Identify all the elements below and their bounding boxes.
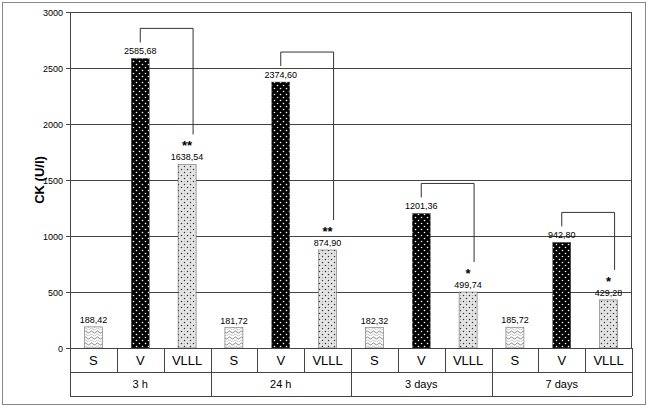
tick-mark xyxy=(66,236,70,237)
figure-frame xyxy=(3,3,646,405)
data-label: 429,28 xyxy=(595,288,623,298)
category-label: 3 days xyxy=(405,378,438,390)
bar xyxy=(600,300,618,348)
table-line xyxy=(304,348,305,372)
category-label: 7 days xyxy=(546,378,579,390)
series-label: S xyxy=(230,353,239,368)
tick-mark xyxy=(66,12,70,13)
chart: 050010001500200025003000CK (U/l)188,4218… xyxy=(0,0,648,410)
tick-label: 0 xyxy=(58,344,63,354)
table-line xyxy=(164,348,165,372)
series-label: S xyxy=(511,353,520,368)
table-line xyxy=(70,348,71,396)
bar xyxy=(131,58,149,348)
significance-mark: ** xyxy=(182,138,193,153)
series-label: V xyxy=(417,353,426,368)
tick-label: 1000 xyxy=(43,232,63,242)
bar xyxy=(272,82,290,348)
tick-label: 3000 xyxy=(43,8,63,18)
data-label: 181,72 xyxy=(220,316,248,326)
significance-bracket xyxy=(562,212,615,270)
table-line xyxy=(398,348,399,372)
tick-mark xyxy=(66,68,70,69)
bars xyxy=(84,58,617,348)
grid-line xyxy=(70,124,632,125)
tick-mark xyxy=(66,180,70,181)
tick-mark xyxy=(66,124,70,125)
plot-frame xyxy=(71,13,632,349)
data-label: 2374,60 xyxy=(264,70,297,80)
bar xyxy=(84,327,102,348)
category-label: 24 h xyxy=(270,378,291,390)
table-line xyxy=(538,348,539,372)
significance-mark: * xyxy=(606,274,612,289)
series-label: S xyxy=(89,353,98,368)
series-label: V xyxy=(557,353,566,368)
significance-bracket xyxy=(281,52,334,220)
tick-mark xyxy=(66,348,70,349)
data-label: 1201,36 xyxy=(405,201,438,211)
grid-line xyxy=(70,292,632,293)
series-label: V xyxy=(136,353,145,368)
bar xyxy=(365,328,383,348)
significance-mark: * xyxy=(466,266,472,281)
tick-label: 2500 xyxy=(43,64,63,74)
series-label: V xyxy=(276,353,285,368)
bar xyxy=(412,213,430,348)
table-line xyxy=(632,348,633,396)
table-line xyxy=(117,348,118,372)
series-label: VLLL xyxy=(312,353,342,368)
significance-mark: ** xyxy=(323,224,334,239)
y-axis-label: CK (U/l) xyxy=(32,156,47,204)
bar xyxy=(178,164,196,348)
significance-bracket xyxy=(421,183,474,262)
data-label: 874,90 xyxy=(314,238,342,248)
bar xyxy=(319,250,337,348)
series-label: VLLL xyxy=(172,353,202,368)
table-line xyxy=(257,348,258,372)
grid-line xyxy=(70,68,632,69)
grid-line xyxy=(70,180,632,181)
bar xyxy=(225,328,243,348)
table-line xyxy=(211,348,212,396)
bar xyxy=(506,327,524,348)
tick-label: 500 xyxy=(48,288,63,298)
series-label: S xyxy=(370,353,379,368)
series-label: VLLL xyxy=(593,353,623,368)
bar xyxy=(553,242,571,348)
data-label: 499,74 xyxy=(454,280,482,290)
data-label: 942,80 xyxy=(548,230,576,240)
bar xyxy=(459,292,477,348)
labels: 188,42 181,72 182,32 185,72 2585,68 2374,60 12… xyxy=(80,28,623,325)
table-line xyxy=(351,348,352,396)
category-label: 3 h xyxy=(133,378,148,390)
table-line xyxy=(70,396,632,397)
table-line xyxy=(585,348,586,372)
data-label: 2585,68 xyxy=(124,46,157,56)
table-line xyxy=(445,348,446,372)
tick-label: 2000 xyxy=(43,120,63,130)
tick-mark xyxy=(66,292,70,293)
data-label: 182,32 xyxy=(361,316,389,326)
series-label: VLLL xyxy=(453,353,483,368)
data-label: 185,72 xyxy=(501,315,529,325)
data-label: 1638,54 xyxy=(171,152,204,162)
table-line xyxy=(492,348,493,396)
significance-bracket xyxy=(140,28,193,134)
data-label: 188,42 xyxy=(80,315,108,325)
